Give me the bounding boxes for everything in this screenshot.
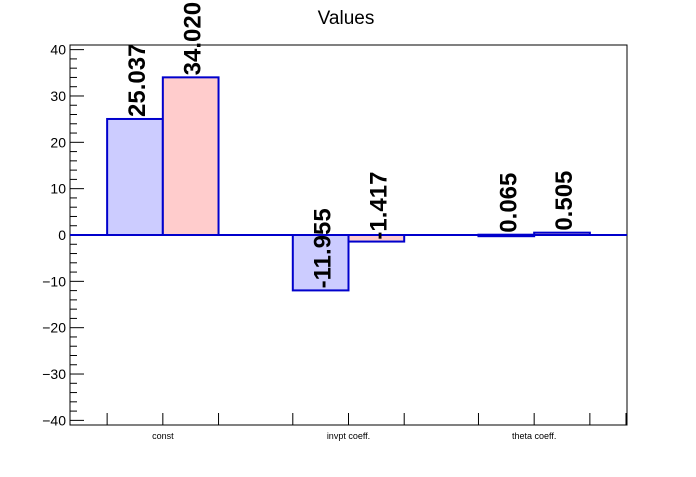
y-tick-label: 30 bbox=[50, 88, 66, 104]
bar bbox=[161, 76, 220, 236]
bar-value-label: -11.955 bbox=[310, 208, 337, 288]
y-tick-label: 10 bbox=[50, 181, 66, 197]
y-tick-label: −30 bbox=[42, 366, 66, 382]
y-tick-label: 40 bbox=[50, 42, 66, 58]
bar-value-label: 34.020 bbox=[180, 2, 207, 75]
bar-value-label: -1.417 bbox=[365, 172, 392, 240]
bar bbox=[106, 117, 164, 236]
chart-title: Values bbox=[318, 8, 375, 29]
y-tick-label: 20 bbox=[50, 134, 66, 150]
y-tick-label: 0 bbox=[58, 227, 66, 243]
y-tick-label: −20 bbox=[42, 320, 66, 336]
y-tick-label: −40 bbox=[42, 412, 66, 428]
x-category-label: theta coeff. bbox=[512, 431, 556, 441]
x-category-label: invpt coeff. bbox=[327, 431, 370, 441]
plot-area: −40 −30 −20 −10 0 10 20 30 40 const invpt coeff. th… bbox=[42, 2, 628, 441]
bar-value-label: 25.037 bbox=[124, 44, 151, 117]
bar-value-label: 0.505 bbox=[551, 171, 578, 231]
x-category-label: const bbox=[152, 431, 174, 441]
bar-value-label: 0.065 bbox=[495, 173, 522, 233]
y-tick-label: −10 bbox=[42, 273, 66, 289]
